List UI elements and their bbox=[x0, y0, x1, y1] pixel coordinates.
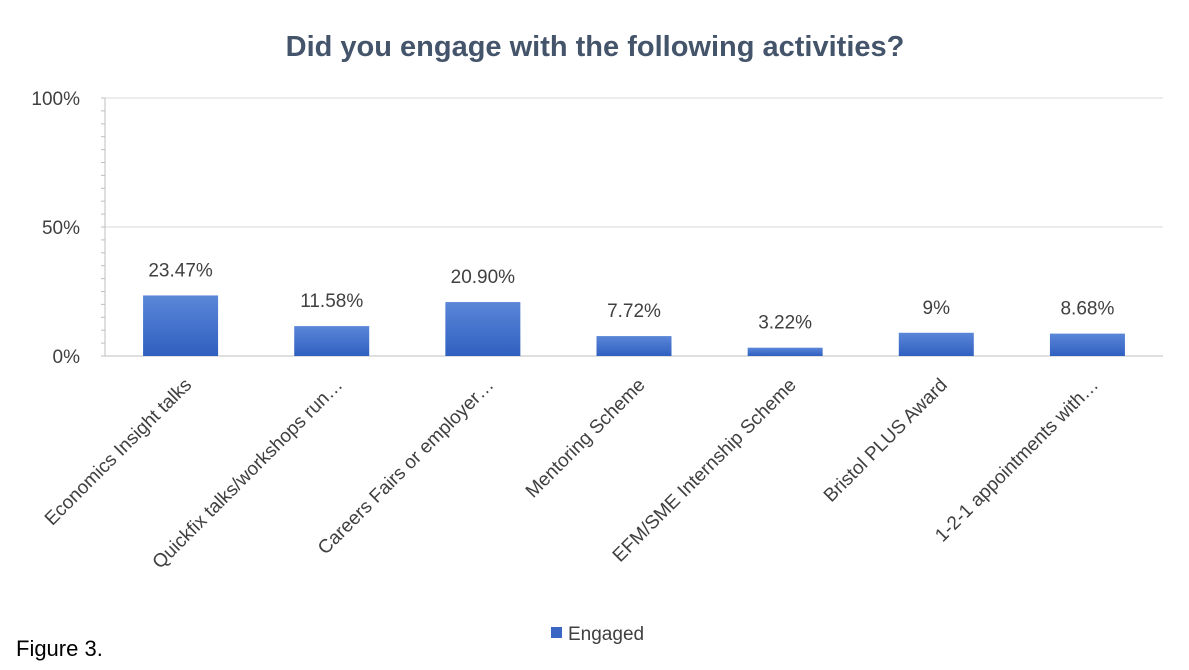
data-label: 8.68% bbox=[1060, 299, 1114, 320]
y-tick-label: 0% bbox=[53, 347, 81, 368]
legend: Engaged bbox=[551, 624, 644, 645]
data-label: 9% bbox=[923, 298, 951, 319]
bar bbox=[143, 295, 219, 356]
y-axis-ticks: 0% 50% 100% bbox=[31, 89, 80, 368]
bar bbox=[596, 336, 672, 356]
data-label: 23.47% bbox=[148, 260, 213, 281]
x-tick-label: Economics Insight talks bbox=[41, 375, 196, 530]
x-tick-label: 1-2-1 appointments with… bbox=[931, 375, 1103, 547]
legend-swatch bbox=[551, 627, 562, 638]
y-tick-label: 50% bbox=[42, 218, 80, 239]
bar bbox=[1049, 333, 1125, 356]
legend-label: Engaged bbox=[568, 624, 644, 645]
bar bbox=[898, 332, 974, 356]
data-label: 7.72% bbox=[607, 301, 661, 322]
bar bbox=[445, 302, 521, 356]
y-tick-label: 100% bbox=[31, 89, 80, 110]
x-tick-label: Bristol PLUS Award bbox=[820, 375, 952, 507]
bar bbox=[294, 326, 370, 356]
data-label: 3.22% bbox=[758, 313, 812, 334]
data-labels: 23.47% 11.58% 20.90% 7.72% 3.22% 9% 8.68% bbox=[148, 260, 1114, 333]
bar bbox=[747, 347, 823, 356]
bars bbox=[143, 295, 1125, 356]
x-tick-label: Careers Fairs or employer… bbox=[314, 375, 498, 559]
data-label: 11.58% bbox=[300, 291, 363, 312]
figure-caption: Figure 3. bbox=[16, 636, 103, 661]
chart-title: Did you engage with the following activi… bbox=[286, 31, 905, 63]
data-label: 20.90% bbox=[451, 267, 516, 288]
x-tick-label: EFM/SME Internship Scheme bbox=[609, 375, 801, 567]
x-tick-label: Mentoring Scheme bbox=[522, 375, 650, 503]
